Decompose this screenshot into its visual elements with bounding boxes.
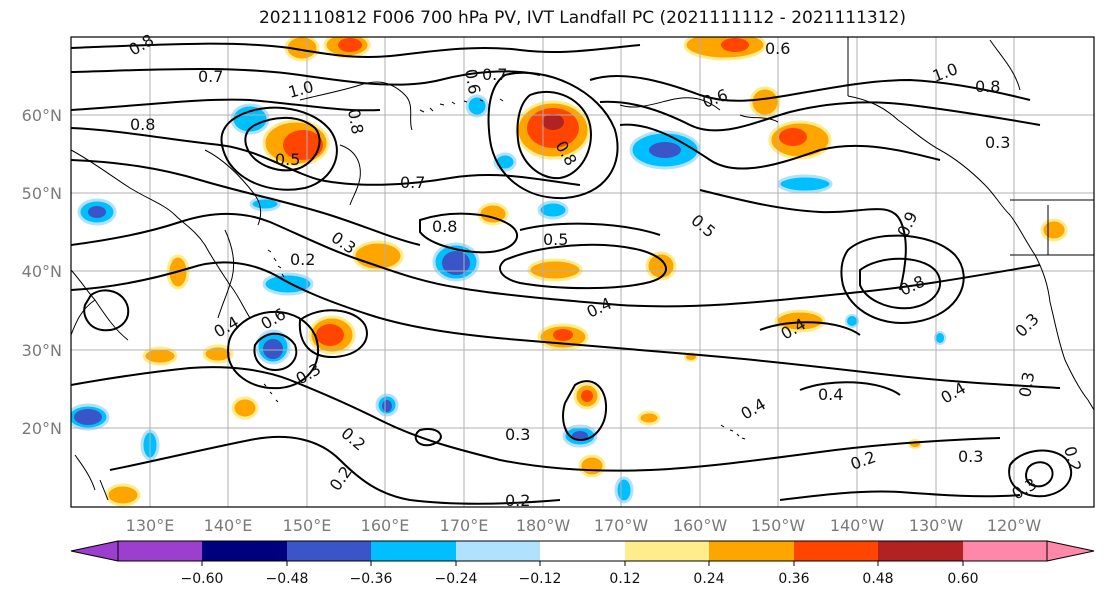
lon-label: 180°W [516, 516, 571, 535]
colorbar-segment [625, 541, 709, 561]
lon-label: 130°E [126, 516, 175, 535]
colorbar-tick-label: −0.24 [435, 571, 478, 587]
contour-label: 0.5 [275, 150, 300, 169]
colorbar-segment [540, 541, 625, 561]
lat-label: 30°N [22, 341, 62, 360]
contour-label: 0.5 [543, 230, 568, 249]
contour-label: 0.3 [1015, 370, 1038, 398]
latitude-labels: 60°N 50°N 40°N 30°N 20°N [22, 106, 62, 438]
lon-label: 120°W [987, 516, 1042, 535]
colorbar-frame [117, 540, 1048, 562]
positive-anomaly-blob [749, 86, 832, 160]
contour-label: 0.3 [958, 447, 983, 466]
lon-label: 150°E [283, 516, 332, 535]
colorbar-extend-low [70, 540, 119, 562]
positive-anomaly-blob [515, 100, 591, 160]
colorbar-tick-labels: −0.60 −0.48 −0.36 −0.24 −0.12 0.12 0.24 … [181, 571, 979, 587]
contour-label: 0.3 [985, 133, 1010, 152]
lon-label: 170°E [440, 516, 489, 535]
colorbar-tick-label: −0.36 [350, 571, 393, 587]
colorbar-tick-label: 0.36 [778, 571, 809, 587]
positive-anomaly-blob [262, 119, 330, 167]
colorbar-tick-label: 0.48 [862, 571, 893, 587]
colorbar-segment [963, 541, 1047, 561]
lon-label: 150°W [751, 516, 806, 535]
colorbar-segment [456, 541, 540, 561]
colorbar-ticks [201, 561, 964, 566]
contour-label: 0.8 [975, 77, 1000, 96]
lon-label: 160°W [673, 516, 728, 535]
contour-label: 0.8 [432, 217, 457, 236]
colorbar-segment [709, 541, 794, 561]
colorbar-tick-label: −0.60 [181, 571, 224, 587]
colorbar-segment [878, 541, 963, 561]
colorbar-segment [287, 541, 371, 561]
negative-anomaly-blob [71, 94, 946, 504]
lon-label: 160°E [361, 516, 410, 535]
colorbar-segment [118, 541, 202, 561]
pv-contours [71, 42, 1073, 505]
graticule [71, 37, 1094, 507]
contour-label: 0.3 [505, 425, 530, 444]
contour-labels: 0.8 0.7 1.0 0.8 0.5 0.8 0.6 0.7 0.8 0.2 … [126, 30, 1086, 510]
colorbar-tick-label: −0.12 [519, 571, 562, 587]
contour-label: 0.7 [400, 173, 425, 192]
lon-label: 140°E [204, 516, 253, 535]
contour-label: 0.8 [130, 115, 155, 134]
map-frame [70, 36, 1095, 508]
contour-label: 0.7 [198, 67, 223, 86]
colorbar-tick-label: 0.24 [693, 571, 724, 587]
lon-label: 170°W [594, 516, 649, 535]
colorbar-tick-label: 0.12 [609, 571, 640, 587]
contour-label: 0.4 [818, 385, 843, 404]
colorbar-segments [118, 541, 1047, 561]
longitude-labels: 130°E 140°E 150°E 160°E 170°E 180°W 170°… [126, 516, 1042, 535]
lon-label: 140°W [830, 516, 885, 535]
colorbar-segment [794, 541, 878, 561]
island-chains [263, 98, 746, 440]
colorbar-tick-label: −0.48 [266, 571, 309, 587]
contour-label: 0.2 [505, 491, 530, 510]
contour-label: 0.6 [461, 67, 484, 95]
contour-label: 0.8 [344, 107, 367, 135]
colorbar-extend-high [1046, 540, 1095, 562]
colorbar-segment [202, 541, 287, 561]
lat-label: 40°N [22, 262, 62, 281]
lon-label: 130°W [909, 516, 964, 535]
contour-label: 0.7 [482, 65, 507, 84]
contour-label: 0.6 [765, 39, 790, 58]
positive-anomaly-blob [683, 37, 767, 61]
contour-label: 0.2 [290, 250, 315, 269]
figure-title: 2021110812 F006 700 hPa PV, IVT Landfall… [258, 8, 906, 28]
lat-label: 50°N [22, 184, 62, 203]
lat-label: 20°N [22, 419, 62, 438]
colorbar: −0.60 −0.48 −0.36 −0.24 −0.12 0.12 0.24 … [70, 540, 1095, 587]
colorbar-tick-label: 0.60 [947, 571, 978, 587]
colorbar-segment [371, 541, 456, 561]
lat-label: 60°N [22, 106, 62, 125]
